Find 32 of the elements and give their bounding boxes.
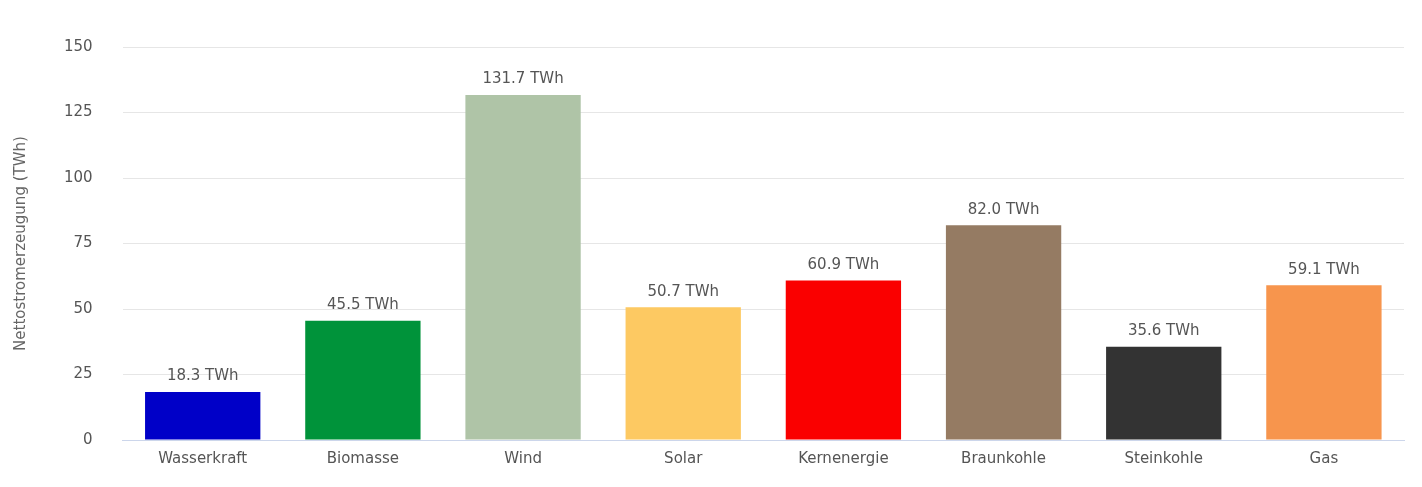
bar: [145, 392, 261, 440]
x-tick-label: Solar: [664, 448, 704, 467]
bar: [945, 225, 1062, 440]
data-label: 59.1 TWh: [1288, 259, 1360, 278]
y-axis-title: Nettostromerzeugung (TWh): [10, 136, 29, 351]
data-label: 50.7 TWh: [647, 281, 720, 300]
bar: [1106, 346, 1222, 440]
x-tick-label: Braunkohle: [961, 448, 1047, 467]
data-label: 131.7 TWh: [482, 69, 564, 88]
bar: [465, 94, 581, 440]
bar: [1266, 285, 1382, 440]
y-tick-label: 100: [63, 167, 93, 186]
x-tick-label: Biomasse: [326, 448, 400, 467]
y-tick-label: 150: [63, 36, 93, 55]
x-tick-label: Wasserkraft: [158, 448, 248, 467]
y-tick-label: 75: [73, 233, 93, 252]
bar: [625, 307, 741, 440]
x-tick-label: Kernenergie: [798, 448, 889, 467]
data-label: 60.9 TWh: [807, 254, 880, 273]
data-label: 18.3 TWh: [166, 366, 239, 385]
data-label: 82.0 TWh: [967, 199, 1040, 218]
y-tick-label: 25: [73, 364, 93, 383]
y-tick-label: 50: [73, 298, 93, 317]
x-tick-label: Wind: [504, 448, 542, 467]
data-label: 35.6 TWh: [1127, 321, 1200, 340]
y-tick-label: 0: [83, 429, 93, 448]
x-tick-label: Gas: [1309, 448, 1339, 467]
data-label: 45.5 TWh: [327, 295, 399, 314]
y-tick-label: 125: [63, 102, 93, 121]
bar: [785, 280, 902, 440]
bar: [305, 320, 421, 440]
x-tick-label: Steinkohle: [1124, 448, 1204, 467]
